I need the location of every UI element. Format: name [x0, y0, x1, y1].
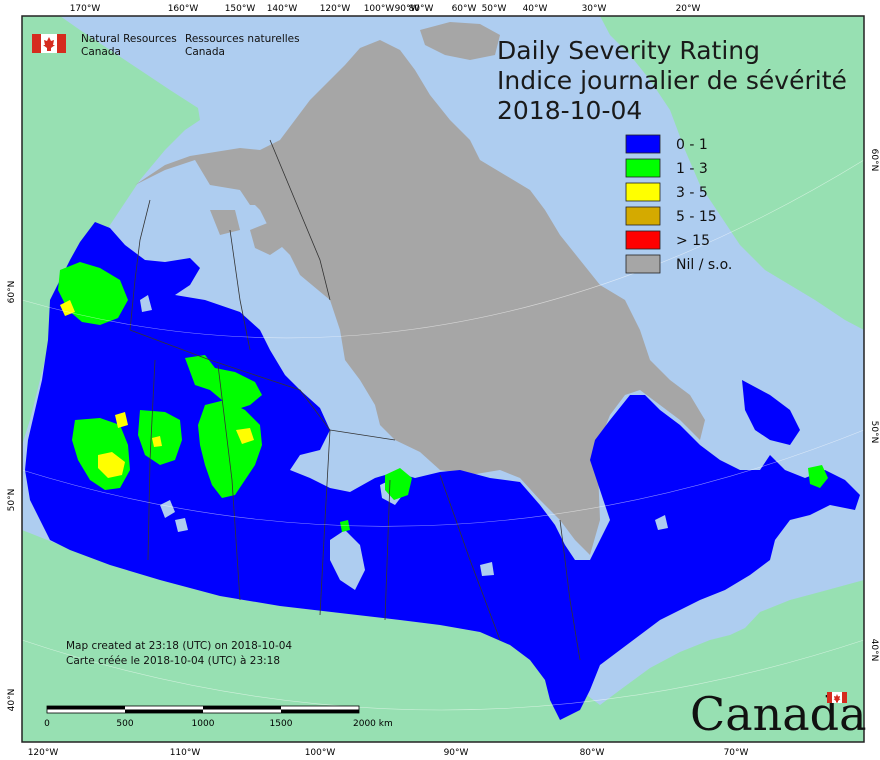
legend-label-4: > 15	[676, 233, 710, 249]
scale-bar: 0 500 1000 1500 2000 km	[44, 705, 393, 729]
map-title: Daily Severity Rating Indice journalier …	[497, 36, 847, 125]
legend-label-5: Nil / s.o.	[676, 257, 732, 273]
bottom-tick-label: 70°W	[724, 748, 749, 758]
bottom-tick-label: 100°W	[305, 748, 336, 758]
left-axis-labels: 60°N 50°N 40°N	[7, 281, 17, 712]
top-tick-label: 50°W	[482, 4, 507, 14]
legend-swatch-2	[625, 182, 661, 202]
top-tick-label: 90°W	[395, 4, 420, 14]
top-tick-label: 80°W	[409, 4, 434, 14]
agency-name-fr-line1: Ressources naturelles	[185, 33, 300, 45]
scale-tick-2: 1000	[192, 719, 215, 729]
top-tick-label: 170°W	[70, 4, 101, 14]
top-tick-label: 60°W	[452, 4, 477, 14]
title-fr: Indice journalier de sévérité	[497, 66, 847, 95]
legend-label-0: 0 - 1	[676, 137, 708, 153]
title-date: 2018-10-04	[497, 96, 642, 125]
right-tick-label: 60°N	[869, 149, 879, 172]
top-tick-label: 40°W	[523, 4, 548, 14]
legend-label-1: 1 - 3	[676, 161, 708, 177]
top-tick-label: 150°W	[225, 4, 256, 14]
rating-low-region	[25, 222, 860, 720]
greenland-land	[600, 16, 864, 330]
top-tick-label: 160°W	[168, 4, 199, 14]
legend-swatch-1	[625, 158, 661, 178]
bottom-tick-label: 90°W	[444, 748, 469, 758]
top-tick-label: 120°W	[320, 4, 351, 14]
usa-land	[22, 530, 864, 742]
top-axis-labels: 170°W 160°W 150°W 140°W 120°W 100°W 90°W…	[70, 4, 701, 14]
map-border	[21, 15, 865, 743]
left-tick-label: 60°N	[7, 281, 17, 304]
right-tick-label: 40°N	[869, 639, 879, 662]
top-tick-label: 100°W	[364, 4, 395, 14]
nodata-land	[135, 22, 705, 555]
graticule	[21, 159, 865, 711]
canada-wordmark: Canada	[690, 687, 867, 741]
wordmark-flag-icon	[827, 692, 847, 703]
legend-swatch-3	[625, 206, 661, 226]
legend-swatch-4	[625, 230, 661, 250]
legend-swatch-5	[625, 254, 661, 274]
bottom-tick-label: 80°W	[580, 748, 605, 758]
bottom-axis-labels: 120°W 110°W 100°W 90°W 80°W 70°W	[28, 748, 749, 758]
rating-high-region	[60, 300, 254, 478]
agency-name-en-line1: Natural Resources	[81, 33, 177, 45]
scale-tick-0: 0	[44, 719, 50, 729]
nrcan-signature: Natural Resources Canada Ressources natu…	[32, 33, 300, 58]
top-tick-label: 20°W	[676, 4, 701, 14]
left-tick-label: 50°N	[7, 489, 17, 512]
right-tick-label: 50°N	[869, 421, 879, 444]
title-en: Daily Severity Rating	[497, 36, 760, 65]
created-note-fr: Carte créée le 2018-10-04 (UTC) à 23:18	[66, 655, 280, 667]
bottom-tick-label: 110°W	[170, 748, 201, 758]
agency-name-fr-line2: Canada	[185, 46, 225, 58]
legend-label-3: 5 - 15	[676, 209, 717, 225]
legend-swatch-0	[625, 134, 661, 154]
alaska-land	[22, 16, 200, 445]
scale-tick-4: 2000 km	[353, 719, 393, 729]
scale-tick-3: 1500	[270, 719, 293, 729]
legend-label-2: 3 - 5	[676, 185, 708, 201]
bottom-tick-label: 120°W	[28, 748, 59, 758]
top-tick-label: 140°W	[267, 4, 298, 14]
province-boundaries	[129, 139, 581, 661]
agency-name-en-line2: Canada	[81, 46, 121, 58]
right-axis-labels: 60°N 50°N 40°N	[869, 149, 879, 662]
left-tick-label: 40°N	[7, 689, 17, 712]
scale-tick-1: 500	[116, 719, 133, 729]
created-note-en: Map created at 23:18 (UTC) on 2018-10-04	[66, 640, 292, 652]
canada-flag-icon	[32, 34, 66, 53]
top-tick-label: 30°W	[582, 4, 607, 14]
legend: 0 - 1 1 - 3 3 - 5 5 - 15 > 15 Nil / s.o.	[625, 134, 732, 274]
